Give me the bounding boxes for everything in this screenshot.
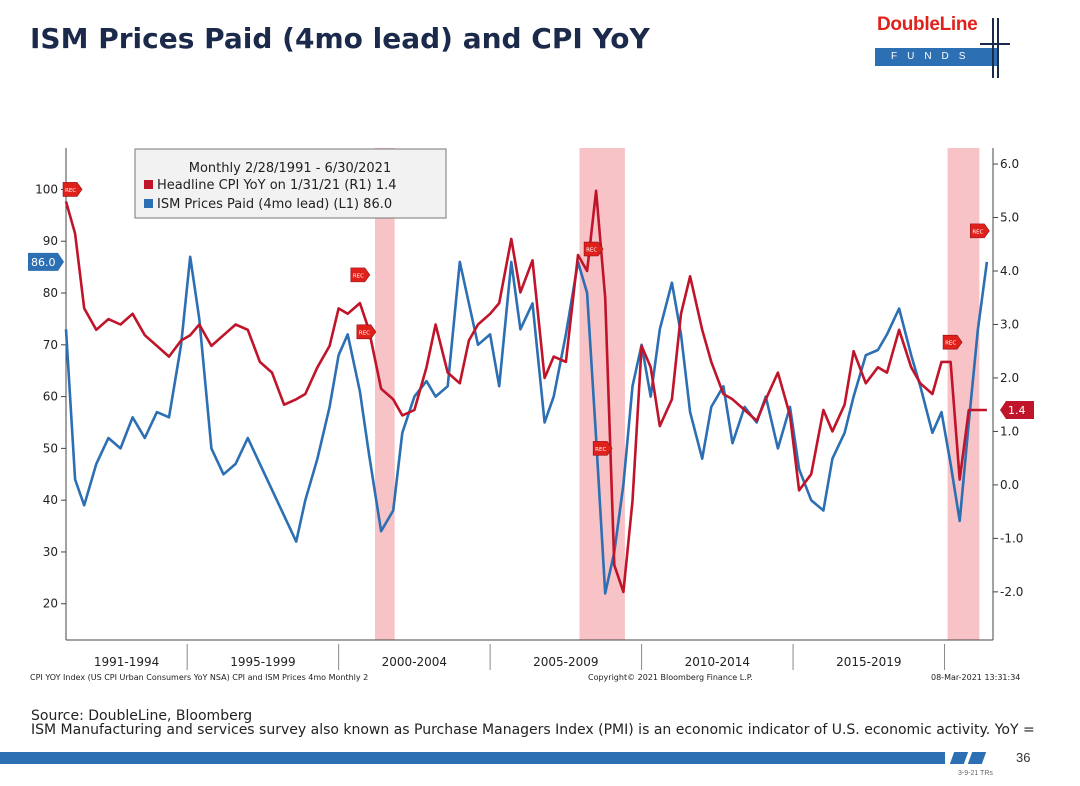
rec-marker xyxy=(350,267,371,283)
doubleline-logo: DoubleLine FUNDS xyxy=(875,14,1010,78)
source-note: Source: DoubleLine, Bloomberg xyxy=(31,708,253,724)
left-tick-label: 40 xyxy=(43,493,58,507)
page-number: 36 xyxy=(1016,750,1031,765)
chart-footer-left: CPI YOY Index (US CPI Urban Consumers Yo… xyxy=(30,673,368,682)
logo-line xyxy=(992,18,994,78)
last-value-label: 86.0 xyxy=(31,256,56,269)
chart-footer-center: Copyright© 2021 Bloomberg Finance L.P. xyxy=(588,673,753,682)
recession-band xyxy=(579,148,625,640)
recession-band xyxy=(375,148,395,640)
logo-line xyxy=(980,43,1010,45)
left-tick-label: 100 xyxy=(35,182,58,196)
rec-marker xyxy=(356,324,377,340)
chart-footer: CPI YOY Index (US CPI Urban Consumers Yo… xyxy=(30,673,1020,682)
x-tick-label: 2005-2009 xyxy=(533,655,598,669)
right-tick-label: 0.0 xyxy=(1000,478,1019,492)
chart-series xyxy=(64,189,989,595)
logo-line xyxy=(997,18,999,78)
logo-brand-text: DoubleLine xyxy=(877,14,978,35)
footer-bar xyxy=(0,752,945,764)
rec-markers: REC REC REC REC REC REC REC xyxy=(62,182,990,456)
left-tick-label: 20 xyxy=(43,597,58,611)
last-value-flag xyxy=(28,252,64,271)
legend-title: Monthly 2/28/1991 - 6/30/2021 xyxy=(189,161,391,176)
rec-marker-label: REC xyxy=(586,247,597,253)
version-code: 3-9-21 TRs xyxy=(958,770,993,777)
recession-bands xyxy=(375,148,980,640)
left-tick-label: 80 xyxy=(43,286,58,300)
rec-marker-label: REC xyxy=(359,330,370,336)
line-chart: 20 30 40 50 60 70 80 90 100 6.0 5.0 4.0 3.0 2.0 1.0 0.0… xyxy=(28,148,1034,682)
rec-marker xyxy=(942,334,963,350)
rec-marker xyxy=(583,241,604,257)
left-tick-label: 60 xyxy=(43,390,58,404)
logo-funds-text: FUNDS xyxy=(875,48,999,66)
right-tick-label: -2.0 xyxy=(1000,585,1023,599)
x-tick-label: 1995-1999 xyxy=(230,655,295,669)
rec-marker-label: REC xyxy=(353,273,364,279)
chart-legend: Monthly 2/28/1991 - 6/30/2021 Headline CP… xyxy=(134,148,447,219)
rec-marker xyxy=(592,441,613,456)
right-tick-label: 2.0 xyxy=(1000,371,1019,385)
series-line xyxy=(64,189,987,594)
legend-swatch xyxy=(144,180,153,189)
footer-bar-accent xyxy=(949,752,969,764)
left-tick-label: 50 xyxy=(43,441,58,455)
series-line xyxy=(64,255,989,595)
left-tick-label: 70 xyxy=(43,338,58,352)
x-tick-label: 2000-2004 xyxy=(382,655,447,669)
last-value-flag xyxy=(1000,401,1034,420)
rec-marker xyxy=(62,182,83,197)
footnote: ISM Manufacturing and services survey al… xyxy=(31,722,1035,738)
right-tick-label: -1.0 xyxy=(1000,531,1023,545)
legend-box xyxy=(134,148,447,219)
page-title: ISM Prices Paid (4mo lead) and CPI YoY xyxy=(30,22,650,55)
rec-marker-label: REC xyxy=(65,188,76,194)
chart-footer-right: 08-Mar-2021 13:31:34 xyxy=(931,673,1020,682)
left-tick-label: 30 xyxy=(43,545,58,559)
x-tick-label: 1991-1994 xyxy=(94,655,159,669)
footer-bar-accent xyxy=(967,752,987,764)
rec-marker-label: REC xyxy=(945,341,956,347)
legend-swatch xyxy=(144,199,153,208)
legend-label: Headline CPI YoY on 1/31/21 (R1) 1.4 xyxy=(157,178,397,193)
left-tick-label: 90 xyxy=(43,234,58,248)
rec-marker-label: REC xyxy=(595,447,606,453)
right-tick-label: 4.0 xyxy=(1000,264,1019,278)
x-tick-label: 2010-2014 xyxy=(685,655,750,669)
legend-label: ISM Prices Paid (4mo lead) (L1) 86.0 xyxy=(157,197,392,212)
right-tick-label: 6.0 xyxy=(1000,157,1019,171)
last-value-label: 1.4 xyxy=(1008,404,1026,417)
right-tick-label: 3.0 xyxy=(1000,317,1019,331)
right-tick-label: 1.0 xyxy=(1000,424,1019,438)
rec-marker-label: REC xyxy=(972,229,983,235)
right-tick-label: 5.0 xyxy=(1000,211,1019,225)
x-tick-label: 2015-2019 xyxy=(836,655,901,669)
chart-axes: 20 30 40 50 60 70 80 90 100 6.0 5.0 4.0 3.0 2.0 1.0 0.0… xyxy=(28,148,1034,670)
rec-marker xyxy=(970,223,990,239)
